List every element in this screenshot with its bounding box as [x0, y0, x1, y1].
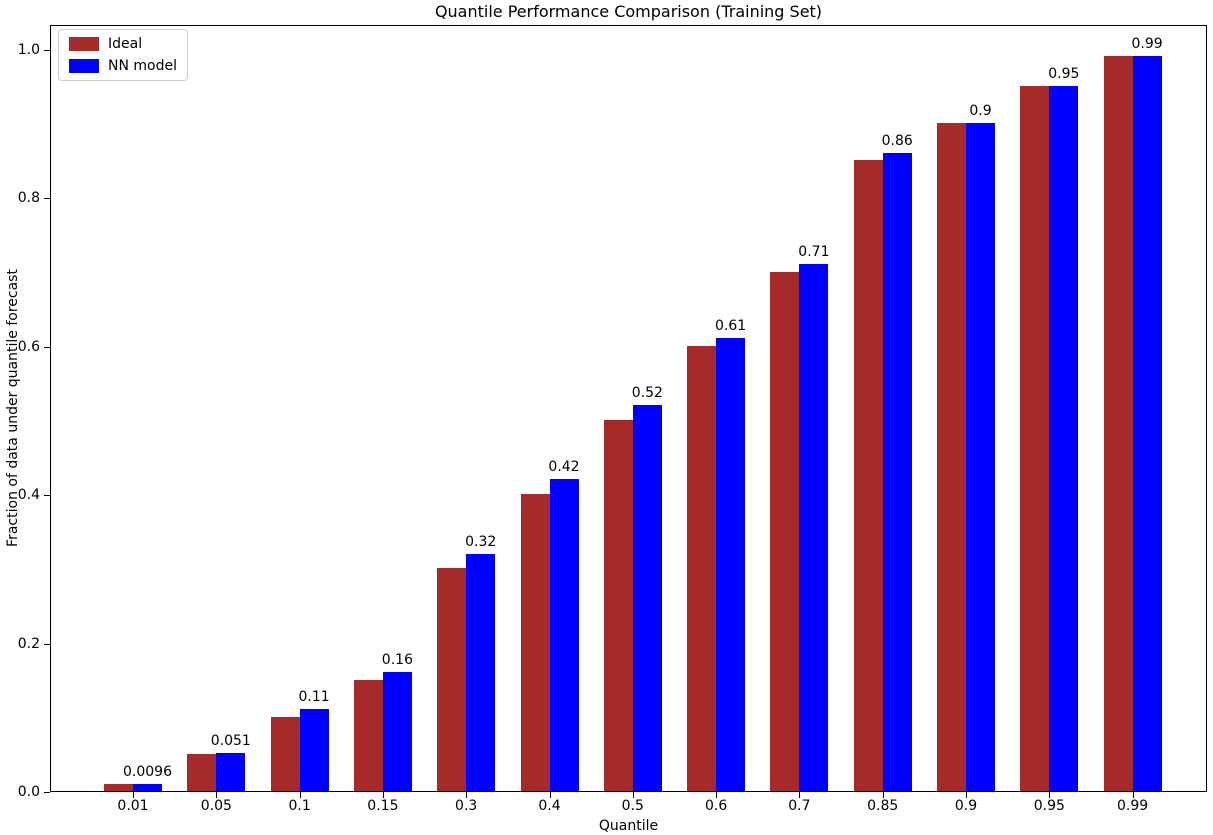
y-tick-label: 1.0: [17, 42, 40, 58]
x-tick-mark: [799, 792, 801, 798]
y-tick-label: 0.4: [17, 487, 40, 504]
bar-ideal-q0.15: [353, 679, 383, 791]
x-tick-label: 0.05: [200, 798, 232, 814]
y-tick-mark: [44, 50, 50, 51]
bar-ideal-q0.6: [687, 345, 717, 791]
bar-value-label: 0.95: [1048, 66, 1080, 83]
y-axis-label: Fraction of data under quantile forecast: [5, 269, 21, 547]
bar-nn-model-q0.3: [466, 553, 496, 791]
bar-nn-model-q0.95: [1049, 86, 1079, 791]
x-tick-label: 0.01: [117, 798, 149, 814]
bar-ideal-q0.1: [270, 716, 300, 791]
legend-label: NN model: [108, 58, 177, 74]
x-tick-label: 0.3: [455, 798, 478, 814]
legend-swatch-icon: [69, 37, 99, 51]
x-axis-label: Quantile: [598, 818, 659, 834]
y-tick-label: 0.2: [17, 635, 40, 652]
bar-nn-model-q0.15: [382, 672, 412, 791]
bar-value-label: 0.52: [631, 385, 663, 402]
plot-area: 0.0096 0.051 0.11 0.16 0.32 0.42 0.52 0.61 0.71 0…: [50, 25, 1207, 792]
bar-value-label: 0.86: [881, 132, 913, 149]
legend-item-nn-model: NN model: [69, 58, 177, 74]
bar-value-label: 0.9: [969, 103, 992, 120]
x-tick-mark: [632, 792, 634, 798]
bar-value-label: 0.99: [1131, 36, 1163, 53]
x-tick-mark: [299, 792, 301, 798]
bar-nn-model-q0.7: [799, 264, 829, 791]
legend-swatch-icon: [69, 59, 99, 73]
bar-nn-model-q0.5: [632, 405, 662, 791]
bar-value-label: 0.61: [715, 318, 747, 335]
bar-nn-model-q0.9: [966, 123, 995, 791]
bar-ideal-q0.01: [104, 783, 133, 791]
bar-ideal-q0.3: [437, 568, 467, 791]
bar-value-label: 0.16: [381, 652, 413, 669]
x-tick-label: 0.6: [704, 798, 728, 814]
y-tick-label: 0.0: [17, 784, 40, 800]
bar-ideal-q0.05: [187, 753, 217, 791]
x-tick-mark: [133, 792, 134, 798]
bar-nn-model-q0.99: [1132, 56, 1162, 791]
legend: Ideal NN model: [58, 29, 188, 81]
x-tick-label: 0.4: [538, 798, 561, 814]
x-tick-label: 0.7: [788, 798, 811, 814]
chart-title: Quantile Performance Comparison (Trainin…: [434, 2, 823, 21]
x-tick-label: 0.95: [1033, 798, 1065, 814]
bar-nn-model-q0.1: [299, 709, 329, 791]
x-tick-label: 0.85: [867, 798, 899, 814]
y-tick-label: 0.8: [17, 190, 40, 207]
bar-ideal-q0.99: [1103, 56, 1133, 791]
bar-ideal-q0.9: [937, 123, 966, 791]
x-tick-mark: [716, 792, 718, 798]
bar-value-label: 0.42: [548, 459, 580, 476]
bar-value-label: 0.32: [465, 533, 497, 550]
bar-value-label: 0.71: [798, 244, 830, 261]
x-tick-mark: [216, 792, 218, 798]
x-tick-label: 0.5: [621, 798, 644, 814]
bar-nn-model-q0.01: [133, 783, 162, 791]
y-tick-mark: [44, 495, 50, 497]
x-tick-mark: [1049, 792, 1051, 798]
y-tick-mark: [44, 792, 50, 793]
bar-nn-model-q0.4: [549, 479, 579, 791]
x-tick-mark: [966, 792, 967, 798]
bar-nn-model-q0.85: [882, 152, 912, 791]
bar-ideal-q0.5: [603, 420, 633, 791]
bar-nn-model-q0.05: [216, 753, 246, 791]
x-tick-mark: [882, 792, 884, 798]
y-tick-label: 0.6: [17, 338, 40, 355]
legend-label: Ideal: [108, 36, 143, 52]
bar-nn-model-q0.6: [716, 338, 746, 791]
x-tick-label: 0.99: [1117, 798, 1149, 814]
bar-value-label: 0.11: [298, 689, 330, 706]
x-tick-label: 0.9: [954, 798, 978, 814]
x-tick-label: 0.1: [288, 798, 311, 814]
bar-ideal-q0.4: [520, 494, 550, 791]
bar-value-label: 0.0096: [123, 763, 172, 780]
y-tick-mark: [44, 643, 50, 645]
legend-item-ideal: Ideal: [69, 36, 177, 52]
bar-ideal-q0.95: [1020, 86, 1050, 791]
bar-value-label: 0.051: [210, 733, 251, 750]
x-tick-mark: [466, 792, 468, 798]
y-tick-mark: [44, 346, 50, 348]
y-tick-mark: [44, 198, 50, 200]
x-tick-label: 0.15: [367, 798, 399, 814]
bar-ideal-q0.7: [770, 271, 800, 791]
x-tick-mark: [1132, 792, 1134, 798]
bar-ideal-q0.85: [853, 160, 883, 791]
x-tick-mark: [549, 792, 551, 798]
x-tick-mark: [382, 792, 384, 798]
